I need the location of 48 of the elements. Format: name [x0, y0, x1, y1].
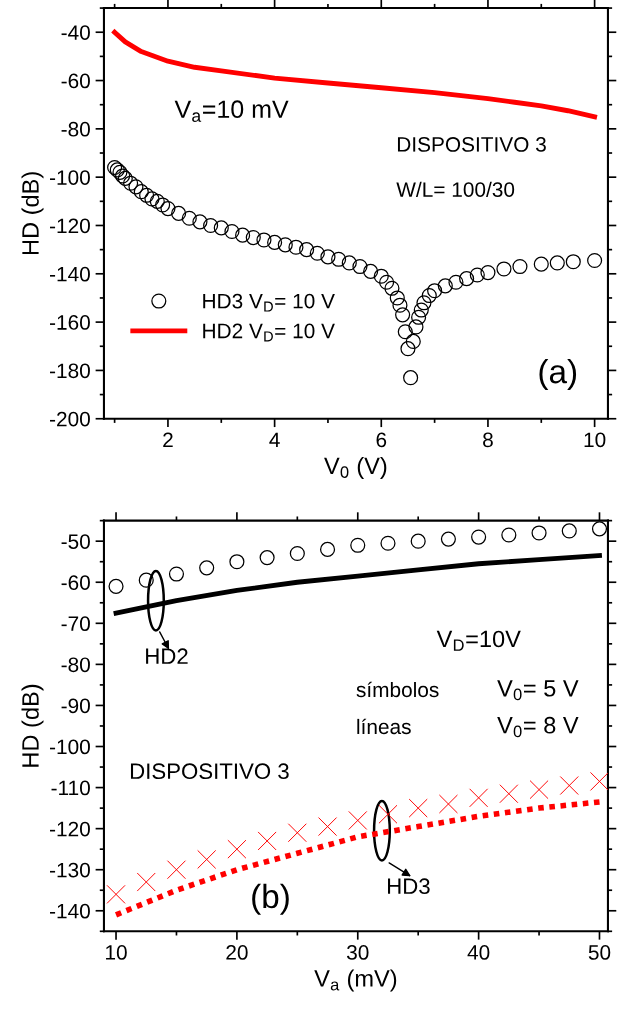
y-tick-label: -60: [61, 73, 90, 89]
y-tick-label: -110: [51, 780, 90, 796]
annotation: V$_{0}$= 5 V: [497, 680, 579, 701]
y-tick-label: -140: [49, 266, 90, 282]
annotation: V$_{D}$=10V: [436, 630, 521, 651]
y-tick-label: -180: [49, 363, 90, 379]
y-tick-label: -90: [61, 698, 90, 714]
annotation: V$_{a}$=10 mV: [174, 100, 289, 122]
x-tick-label: 10: [106, 945, 127, 960]
y-tick-label: -80: [61, 657, 90, 673]
y-tick-label: -100: [49, 739, 90, 755]
x-tick-label: 40: [467, 945, 490, 960]
x-tick-label: 10: [584, 432, 606, 448]
x-tick-label: 4: [269, 432, 280, 448]
y-tick-label: -200: [49, 411, 90, 427]
annotation: DISPOSITIVO 3: [397, 137, 546, 152]
annotation: W/L= 100/30: [396, 181, 515, 197]
annotation: DISPOSITIVO 3: [130, 763, 289, 780]
y-tick-label: -130: [49, 862, 90, 878]
x-tick-label: 20: [226, 945, 248, 960]
y-axis-title: HD (dB): [21, 684, 44, 767]
annotation: HD3: [388, 878, 430, 895]
x-tick-label: 50: [588, 945, 611, 960]
y-tick-label: -160: [49, 315, 90, 330]
x-axis-title: V$_{0}$ (V): [324, 456, 387, 479]
y-tick-label: -140: [49, 903, 90, 919]
y-tick-label: -50: [61, 534, 90, 549]
legend-label: HD3 V$_{D}$= 10 V: [203, 293, 335, 312]
y-tick-label: -40: [61, 25, 90, 40]
legend-label: HD2 V$_{D}$= 10 V: [203, 323, 335, 342]
x-tick-label: 30: [346, 945, 369, 960]
x-tick-label: 8: [483, 432, 493, 448]
annotation: (b): [252, 883, 289, 915]
y-tick-label: -70: [61, 616, 90, 632]
annotation: V$_{0}$= 8 V: [497, 716, 579, 738]
y-tick-label: -120: [49, 218, 90, 234]
x-tick-label: 6: [376, 432, 387, 448]
y-tick-label: -80: [61, 121, 90, 137]
annotation: símbolos: [356, 681, 439, 698]
x-axis-title: V$_{a}$ (mV): [314, 969, 397, 992]
y-axis-title: HD (dB): [21, 172, 44, 255]
annotation: líneas: [357, 718, 411, 735]
annotation: HD2: [146, 648, 188, 664]
y-tick-label: -120: [49, 821, 90, 837]
y-tick-label: -60: [61, 575, 90, 590]
y-tick-label: -100: [49, 170, 90, 185]
annotation: (a): [539, 358, 577, 390]
x-tick-label: 2: [163, 432, 173, 448]
